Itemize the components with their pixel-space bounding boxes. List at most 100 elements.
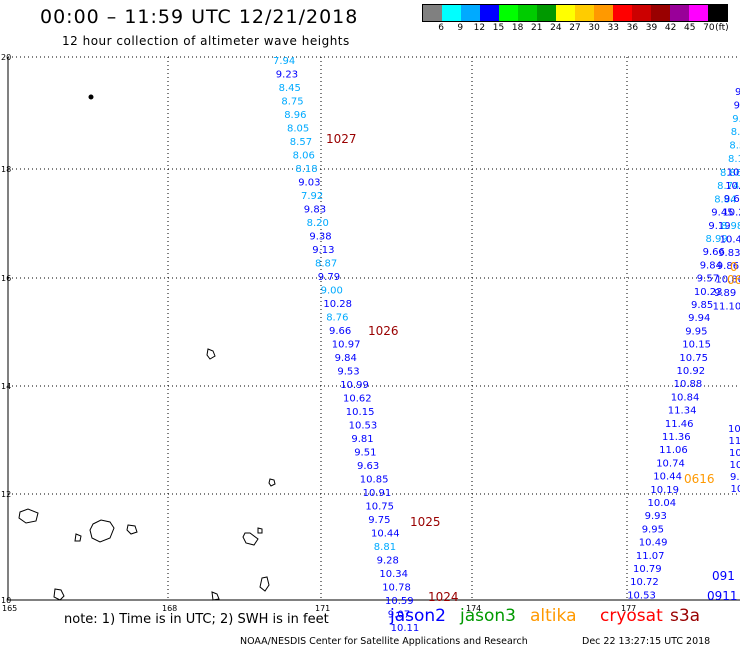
- wave-height-value: 10.44: [371, 529, 400, 540]
- wave-height-value: 10.86: [715, 275, 740, 286]
- color-swatch: [575, 5, 594, 21]
- wave-height-value: 10.8: [729, 448, 740, 459]
- wave-height-value: 10.04: [648, 498, 677, 509]
- time-label: 06: [727, 273, 740, 287]
- wave-height-value: 9.38: [309, 232, 331, 243]
- island: [74, 533, 82, 542]
- color-swatch: [518, 5, 537, 21]
- wave-height-value: 9.75: [368, 515, 390, 526]
- wave-height-value: 9.67: [724, 194, 740, 205]
- wave-height-value: 11.06: [659, 445, 688, 456]
- wave-height-value: 9.23: [276, 70, 298, 81]
- wave-height-value: 10.34: [725, 181, 740, 192]
- wave-height-value: 9.51: [354, 448, 376, 459]
- wave-height-value: 10.48: [720, 234, 740, 245]
- wave-height-value: 8.57: [290, 137, 312, 148]
- wave-height-value: 9.03: [298, 178, 320, 189]
- color-unit-label: (ft): [715, 23, 729, 33]
- longitude-label: 177: [621, 604, 636, 613]
- wave-height-value: 8.87: [315, 259, 337, 270]
- wave-height-value: 8.81: [374, 542, 396, 553]
- wave-height-value: 9.84: [335, 353, 357, 364]
- longitude-label: 174: [466, 604, 481, 613]
- wave-height-value: 8.74: [717, 181, 739, 192]
- wave-height-value: 9.83: [718, 248, 740, 259]
- color-tick-label: 9: [457, 23, 464, 33]
- island: [88, 94, 94, 100]
- island: [242, 532, 259, 546]
- wave-height-value: 8.86: [720, 168, 740, 179]
- wave-height-value: 8.20: [307, 218, 329, 229]
- wave-height-value: 10.92: [677, 366, 706, 377]
- wave-height-value: 8.99: [706, 234, 728, 245]
- wave-height-value: 9.: [732, 114, 740, 125]
- wave-height-value: 10.24: [731, 484, 740, 495]
- wave-height-value: 10.85: [360, 475, 389, 486]
- wave-height-value: 8.96: [284, 110, 306, 121]
- wave-height-value: 9.86: [717, 261, 739, 272]
- wave-height-value: 10.17: [727, 167, 740, 178]
- wave-height-value: 9.45: [711, 208, 733, 219]
- time-label: 091: [712, 569, 735, 583]
- island: [89, 519, 115, 543]
- credit-text: NOAA/NESDIS Center for Satellite Applica…: [240, 636, 528, 647]
- color-swatch: [632, 5, 651, 21]
- color-tick-label: 27: [569, 23, 581, 33]
- wave-height-value: 9.89: [714, 288, 736, 299]
- color-scale-bar: [422, 4, 728, 22]
- wave-height-value: 10.91: [363, 488, 392, 499]
- wave-height-value: 10.97: [332, 340, 361, 351]
- color-tick-label: 30: [588, 23, 600, 33]
- color-scale-ticks: 6 9 12 15 18 21 24 27 30 33 36 39 42 45 70 (ft): [422, 22, 728, 34]
- wave-height-value: 9.66: [703, 247, 725, 258]
- latitude-label: 14: [1, 382, 11, 391]
- wave-height-value: 10.99: [340, 380, 369, 391]
- wave-height-value: 10.23: [694, 287, 723, 298]
- wave-height-value: 9: [734, 100, 740, 111]
- latitude-label: 10: [1, 596, 11, 605]
- color-swatch: [499, 5, 518, 21]
- satellite-name: altika: [530, 606, 577, 626]
- wave-height-value: 9.85: [691, 300, 713, 311]
- longitude-label: 171: [315, 604, 330, 613]
- island: [211, 591, 220, 601]
- altimeter-track-edge: 9 9 9. 8.5 8.5 8.1 10.17 10.34 9.67 10.23 8.98 10.4…: [713, 87, 740, 312]
- wave-height-value: 10: [728, 424, 740, 435]
- satellite-name: cryosat: [600, 606, 663, 626]
- wave-height-value: 10.72: [630, 577, 659, 588]
- color-tick-label: 6: [438, 23, 444, 33]
- wave-height-value: 9.57: [697, 274, 719, 285]
- color-tick-label: 45: [684, 23, 696, 33]
- wave-height-value: 9.00: [321, 286, 343, 297]
- time-label: 1024: [428, 590, 459, 604]
- color-tick-label: 33: [607, 23, 619, 33]
- color-swatch: [423, 5, 442, 21]
- wave-height-value: 9.28: [377, 556, 399, 567]
- wave-height-value: 9.13: [312, 245, 334, 256]
- color-tick-label: 70: [703, 23, 715, 33]
- color-scale-legend: 6 9 12 15 18 21 24 27 30 33 36 39 42 45 70 (ft): [422, 4, 729, 34]
- color-swatch: [442, 5, 461, 21]
- wave-height-value: 9.83: [304, 205, 326, 216]
- wave-height-value: 9.19: [708, 221, 730, 232]
- latitude-label: 12: [1, 490, 11, 499]
- wave-height-value: 9.93: [645, 511, 667, 522]
- color-tick-label: 15: [492, 23, 505, 33]
- wave-height-value: 9.66: [329, 326, 351, 337]
- color-swatch: [613, 5, 632, 21]
- color-tick-label: 42: [664, 23, 677, 33]
- wave-height-value: 8.76: [326, 313, 348, 324]
- wave-height-value: 8.5: [731, 127, 740, 138]
- latitude-label: 20: [1, 53, 11, 62]
- wave-height-value: 8.84: [714, 194, 736, 205]
- page-subtitle: 12 hour collection of altimeter wave hei…: [62, 34, 350, 48]
- map-frame: [7, 57, 740, 601]
- wave-height-value: 10.49: [639, 538, 668, 549]
- wave-height-value: 10.34: [379, 569, 408, 580]
- wave-height-value: 10.: [730, 460, 740, 471]
- time-label: 0: [730, 260, 738, 274]
- wave-height-value: 10.88: [674, 379, 703, 390]
- wave-height-value: 10.74: [656, 458, 685, 469]
- wave-height-value: 10.79: [633, 564, 662, 575]
